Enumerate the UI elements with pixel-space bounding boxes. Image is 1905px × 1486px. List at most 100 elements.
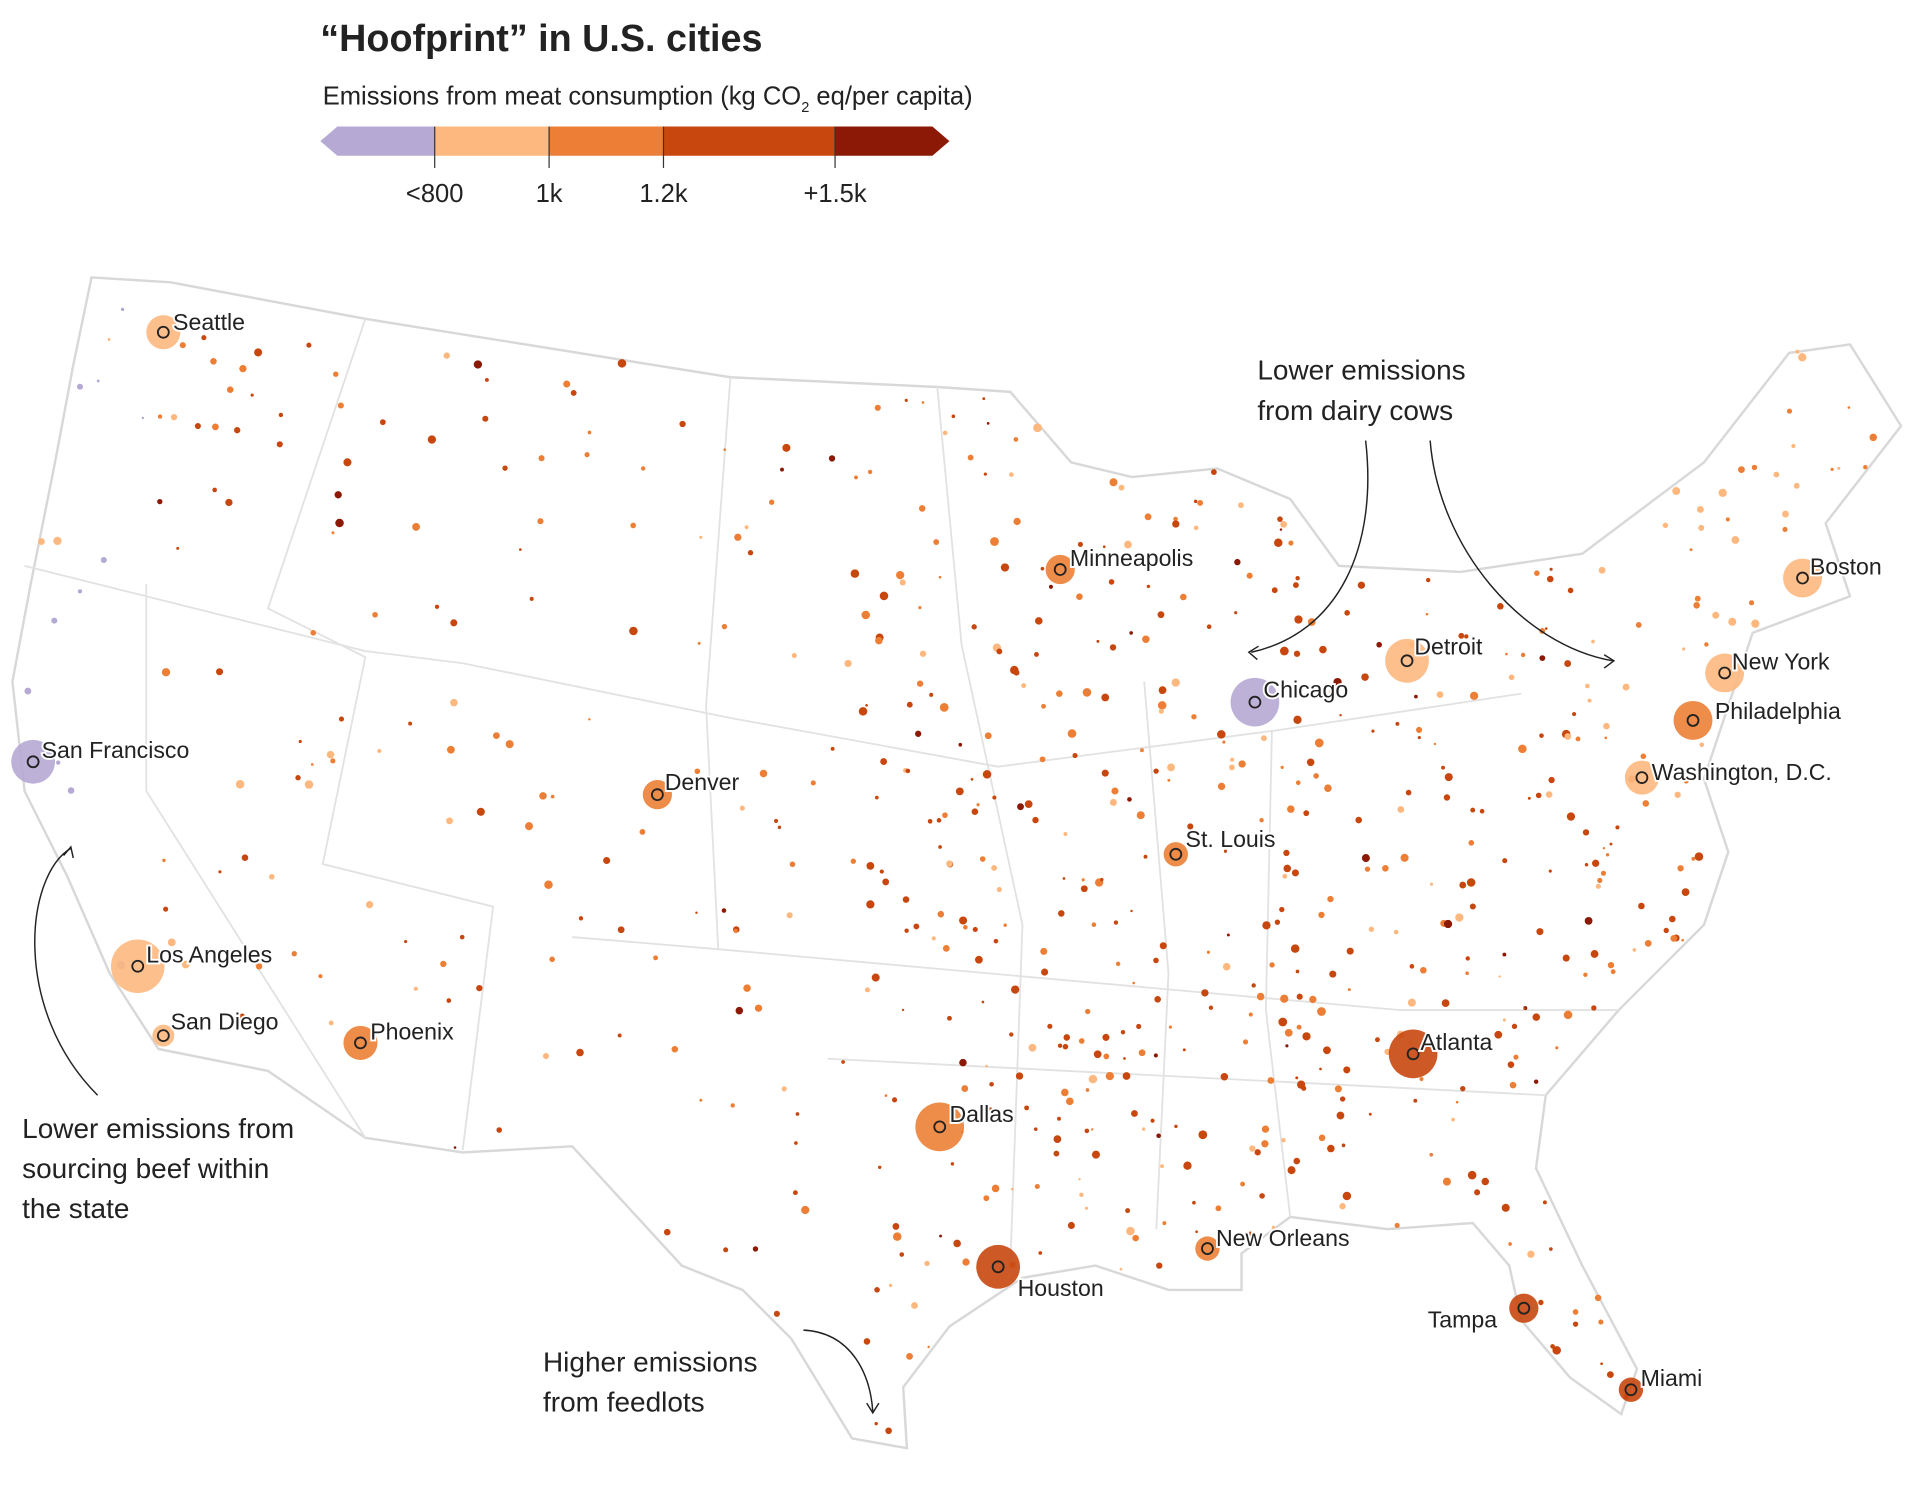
urban-area	[1605, 853, 1610, 857]
urban-area	[549, 956, 555, 963]
urban-area	[1287, 805, 1295, 813]
urban-area	[916, 680, 924, 687]
urban-area	[1280, 994, 1289, 1003]
urban-area	[1323, 1046, 1331, 1055]
urban-area	[1459, 881, 1467, 889]
urban-area	[1125, 1208, 1131, 1214]
urban-area	[1603, 722, 1610, 730]
urban-area	[1193, 525, 1199, 531]
urban-area	[1407, 998, 1416, 1007]
urban-area	[1293, 1157, 1301, 1165]
urban-area	[1683, 778, 1689, 784]
urban-area	[1534, 570, 1540, 576]
city-label: Minneapolis	[1070, 545, 1193, 571]
urban-area	[1511, 1023, 1518, 1030]
urban-area	[1269, 962, 1275, 968]
urban-area	[1144, 513, 1152, 521]
urban-area	[1034, 652, 1039, 657]
urban-area	[773, 818, 779, 824]
urban-area	[229, 953, 237, 962]
urban-area	[1198, 1130, 1208, 1140]
urban-area	[1498, 975, 1501, 978]
legend: <800 1k 1.2k +1.5k	[320, 126, 950, 208]
urban-area	[789, 861, 796, 868]
urban-area	[1549, 1247, 1553, 1251]
urban-area	[1795, 349, 1800, 354]
urban-area	[844, 659, 852, 668]
urban-area	[1053, 1135, 1062, 1144]
urban-area	[773, 1310, 780, 1317]
urban-area	[1400, 853, 1409, 862]
urban-area	[1428, 648, 1432, 651]
city-marker	[1406, 1047, 1420, 1061]
urban-area	[1748, 600, 1755, 606]
urban-area	[927, 1345, 930, 1349]
urban-area	[1535, 792, 1542, 799]
annotation-line: Lower emissions	[1257, 355, 1465, 386]
urban-area	[1017, 803, 1024, 811]
urban-area	[194, 423, 201, 430]
metro-area	[1783, 558, 1822, 598]
urban-area	[1693, 602, 1700, 609]
urban-area	[1066, 1097, 1074, 1106]
urban-area	[1123, 1057, 1126, 1060]
urban-area	[1566, 812, 1576, 821]
urban-area	[268, 873, 275, 880]
urban-area	[235, 780, 245, 789]
urban-area	[1173, 516, 1178, 522]
urban-area	[1518, 744, 1527, 754]
urban-area	[337, 402, 344, 409]
urban-area	[1150, 1118, 1155, 1123]
urban-area	[1140, 748, 1144, 753]
urban-area	[697, 641, 701, 645]
urban-area	[1318, 1134, 1326, 1142]
urban-area	[1413, 1098, 1418, 1103]
urban-area	[587, 430, 592, 435]
city-label: Atlanta	[1420, 1029, 1492, 1055]
urban-area	[334, 491, 342, 499]
urban-area	[1291, 869, 1299, 877]
urban-area	[365, 901, 374, 909]
urban-area	[578, 916, 584, 921]
urban-area	[739, 805, 745, 811]
urban-area	[1564, 660, 1572, 667]
urban-area	[1206, 950, 1211, 954]
urban-area	[226, 386, 234, 393]
urban-area	[984, 732, 992, 740]
urban-area	[1318, 911, 1325, 919]
urban-area	[986, 422, 990, 425]
urban-area	[1725, 517, 1730, 522]
urban-area	[810, 780, 816, 786]
urban-area	[830, 746, 835, 751]
urban-area	[1327, 1144, 1335, 1153]
urban-area	[879, 591, 889, 601]
urban-area	[1101, 769, 1109, 777]
urban-area	[1539, 733, 1544, 738]
urban-area	[1527, 1250, 1535, 1258]
urban-area	[1109, 798, 1117, 806]
urban-area	[878, 1165, 882, 1169]
urban-area	[450, 698, 458, 707]
urban-area	[304, 780, 314, 789]
legend-swatch	[320, 126, 435, 156]
urban-area	[1174, 1124, 1178, 1129]
urban-area	[1509, 1081, 1517, 1089]
urban-area	[1047, 1023, 1053, 1029]
urban-area	[584, 452, 590, 458]
city-marker	[651, 788, 664, 802]
urban-area	[1475, 644, 1481, 650]
urban-area	[1445, 641, 1450, 646]
urban-area	[792, 1190, 798, 1196]
urban-area	[735, 1006, 744, 1015]
arrow	[1251, 440, 1369, 653]
urban-area	[241, 854, 249, 861]
urban-area	[1594, 1294, 1602, 1302]
subtitle: Emissions from meat consumption (kg CO2 …	[323, 83, 973, 116]
urban-area	[1167, 778, 1171, 782]
urban-area	[1460, 1085, 1466, 1092]
urban-area	[989, 1081, 994, 1087]
urban-area	[201, 335, 207, 341]
urban-area	[1669, 915, 1676, 923]
urban-area	[96, 379, 100, 383]
urban-area	[1548, 869, 1552, 873]
